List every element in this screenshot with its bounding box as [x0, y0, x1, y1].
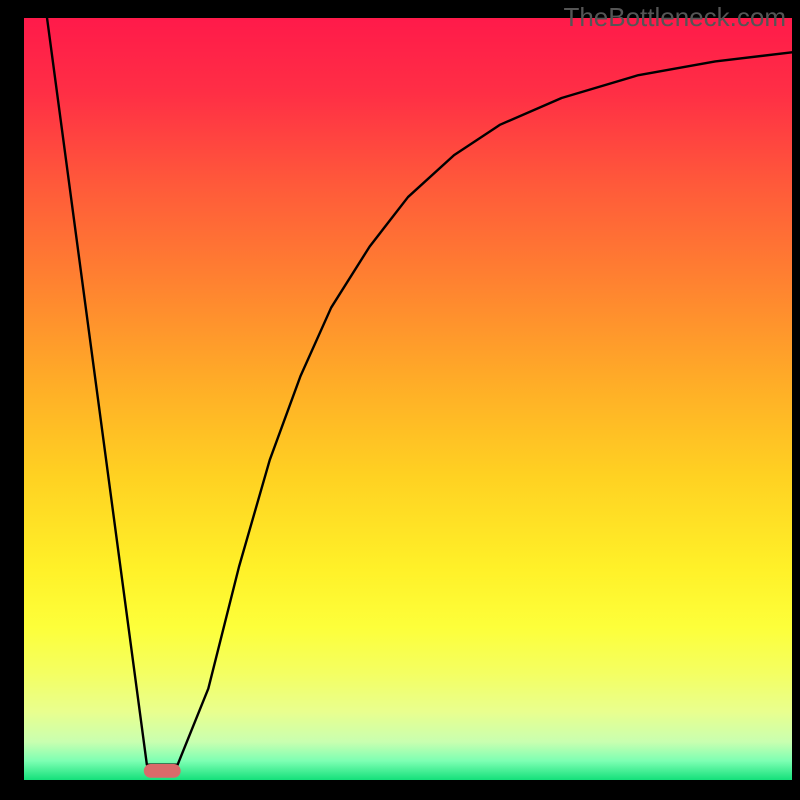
plot-background-gradient — [24, 18, 792, 780]
chart-container: TheBottleneck.com — [0, 0, 800, 800]
bottleneck-curve-chart — [0, 0, 800, 800]
optimum-marker — [144, 764, 181, 778]
